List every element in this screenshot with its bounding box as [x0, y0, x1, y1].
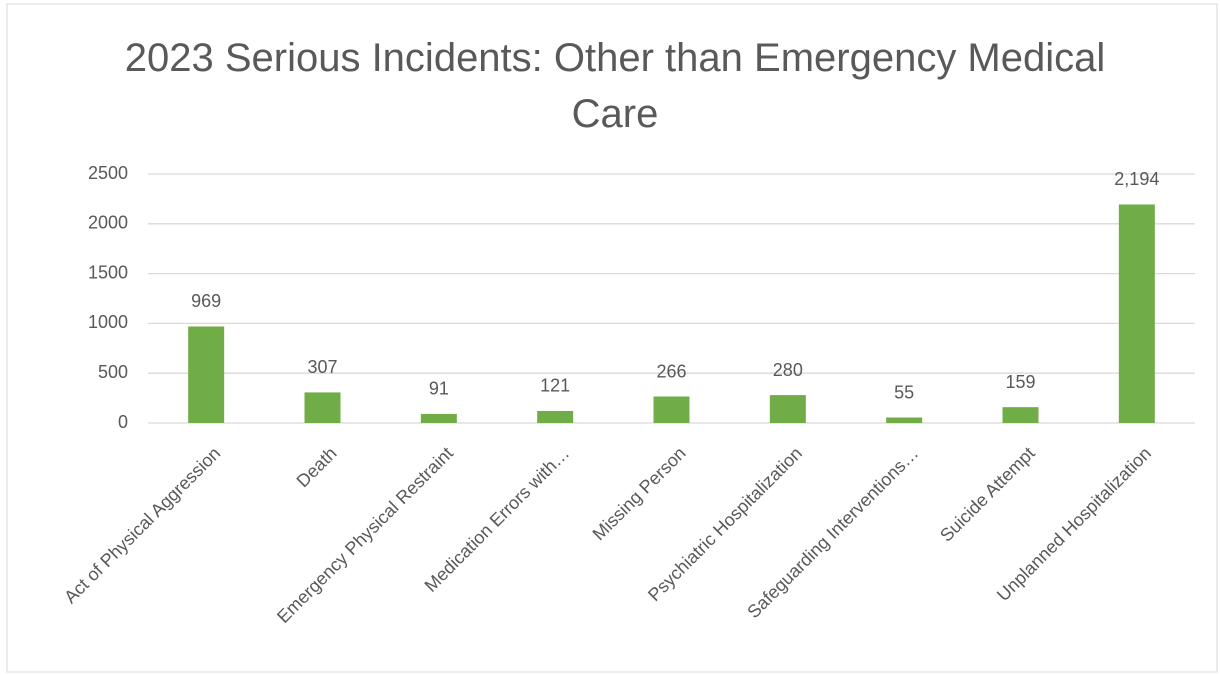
bar	[1002, 407, 1039, 423]
bar	[653, 396, 690, 423]
data-label: 159	[1005, 372, 1035, 392]
data-label: 266	[656, 361, 686, 381]
x-tick-label: Act of Physical Aggression	[60, 443, 224, 607]
bar	[537, 410, 574, 423]
y-tick-label: 1500	[88, 262, 128, 282]
x-tick-label: Missing Person	[589, 443, 690, 544]
bar	[1118, 204, 1155, 423]
chart-border	[6, 3, 1218, 673]
y-tick-label: 0	[118, 412, 128, 432]
bar	[188, 326, 225, 423]
bar	[886, 417, 923, 423]
x-tick-label: Death	[293, 443, 341, 491]
data-label: 2,194	[1114, 169, 1159, 189]
data-label: 280	[773, 360, 803, 380]
data-label: 55	[894, 382, 914, 402]
data-label: 969	[191, 291, 221, 311]
bar	[769, 395, 806, 423]
bar	[304, 392, 341, 423]
data-label: 307	[307, 357, 337, 377]
y-tick-label: 2000	[88, 213, 128, 233]
y-tick-label: 500	[98, 362, 128, 382]
y-tick-label: 1000	[88, 312, 128, 332]
x-tick-label: Suicide Attempt	[936, 443, 1039, 546]
chart-title: 2023 Serious Incidents: Other than Emerg…	[124, 36, 1106, 136]
y-tick-label: 2500	[88, 163, 128, 183]
bar	[420, 413, 457, 423]
data-label: 121	[540, 376, 570, 396]
data-label: 91	[429, 379, 449, 399]
